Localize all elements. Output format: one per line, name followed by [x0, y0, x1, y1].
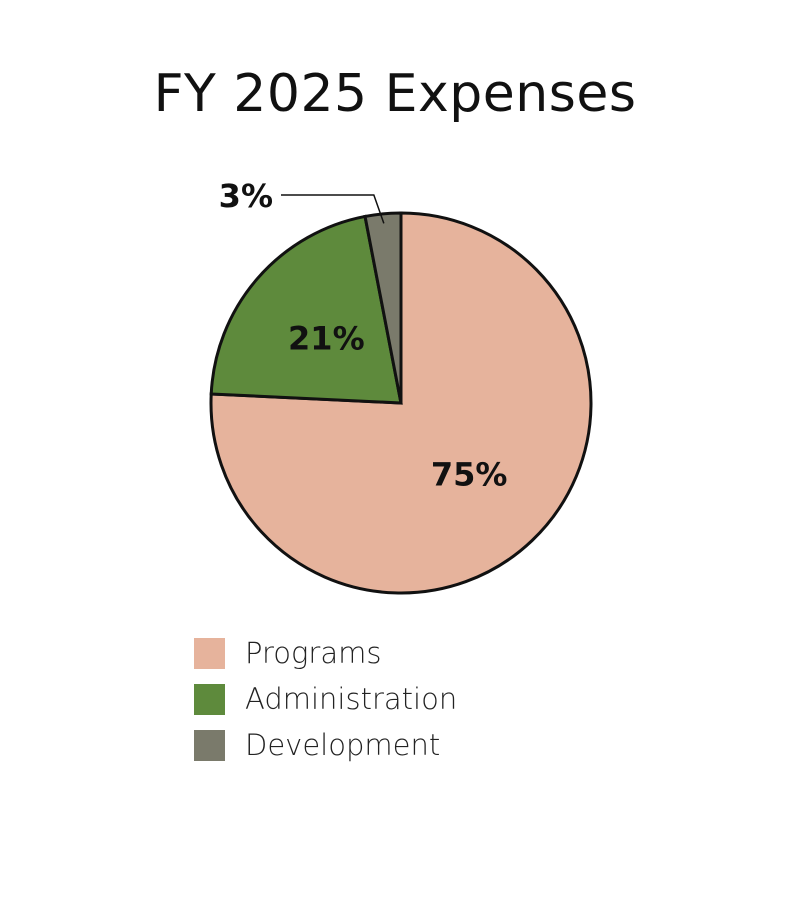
data-label-programs: 75%: [431, 456, 508, 494]
legend-label-administration: Administration: [245, 682, 458, 716]
legend-label-programs: Programs: [245, 636, 382, 670]
legend-item-programs: Programs: [194, 630, 457, 676]
legend-swatch-administration: [194, 683, 225, 715]
leader-line-development: [281, 194, 385, 224]
pie-slice-development: [363, 211, 403, 404]
legend-swatch-programs: [194, 637, 225, 669]
pie-slice-administration: [209, 214, 403, 405]
pie-chart: 75% 21% 3%: [209, 177, 593, 595]
legend-item-development: Development: [194, 722, 457, 768]
legend-item-administration: Administration: [194, 676, 457, 722]
data-label-development: 3%: [219, 177, 273, 215]
legend-swatch-development: [194, 729, 225, 761]
data-label-administration: 21%: [288, 319, 365, 357]
legend-label-development: Development: [245, 728, 441, 762]
chart-title: FY 2025 Expenses: [153, 64, 637, 124]
chart-legend: Programs Administration Development: [194, 630, 457, 768]
